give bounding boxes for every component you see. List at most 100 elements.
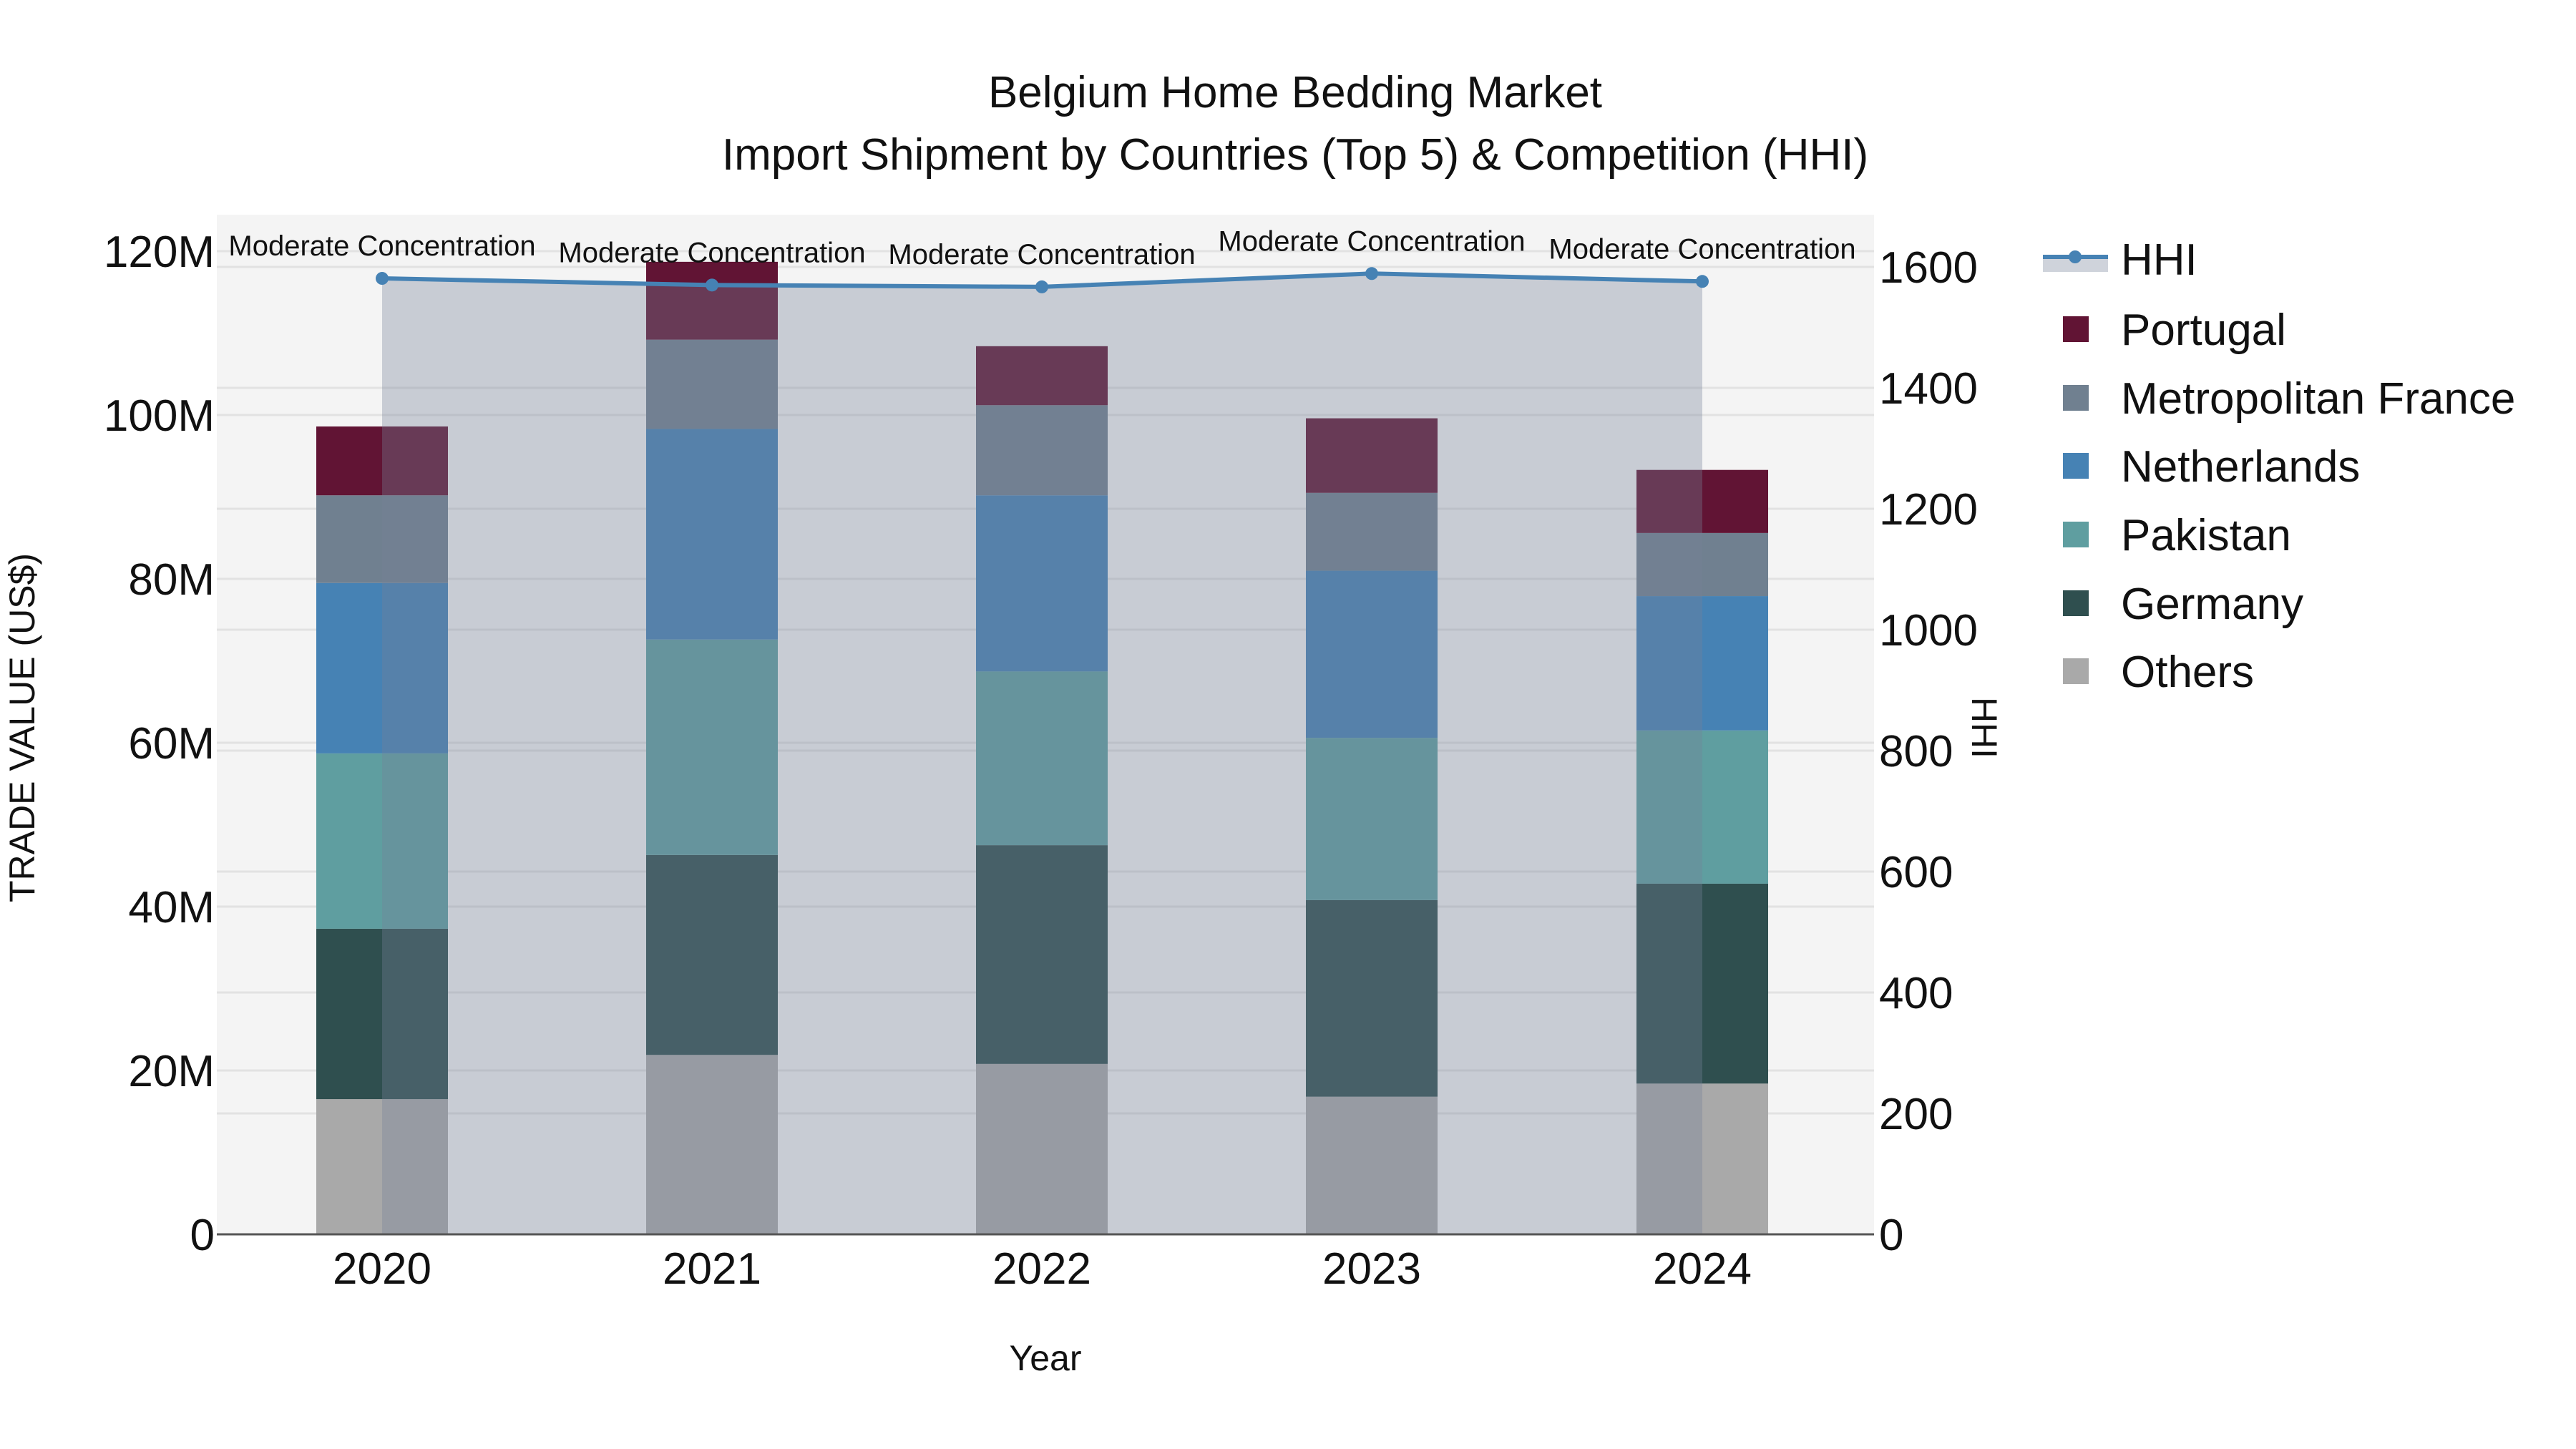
bar-segment-others[interactable]: [316, 1099, 448, 1234]
stacked-bars: [316, 261, 1768, 1234]
legend-label: Germany: [2121, 580, 2303, 629]
y-left-tick-label: 0: [190, 1211, 215, 1260]
bar-segment-metropolitan-france[interactable]: [976, 405, 1108, 496]
hhi-legend-marker-icon: [2069, 250, 2082, 263]
legend-swatch-icon: [2063, 385, 2089, 411]
bar-segment-portugal[interactable]: [1636, 469, 1768, 533]
legend-item-portugal[interactable]: Portugal: [2063, 306, 2286, 355]
legend-label: Netherlands: [2121, 442, 2360, 492]
y-right-tick-label: 1600: [1879, 243, 1978, 293]
hhi-legend-fill-icon: [2043, 258, 2108, 272]
y-right-tick-label: 400: [1879, 969, 1953, 1018]
hhi-annotations: Moderate Concentration Moderate Concentra…: [228, 225, 1855, 270]
hhi-marker-2023[interactable]: [1365, 267, 1378, 280]
chart-title-line1: Belgium Home Bedding Market: [988, 68, 1602, 117]
y-left-tick-label: 80M: [128, 555, 215, 605]
legend-swatch-icon: [2063, 522, 2089, 547]
x-axis-title: Year: [1009, 1338, 1081, 1378]
left-y-axis-ticks: 0 20M 40M 60M 80M 100M 120M: [104, 228, 215, 1260]
legend-label: Pakistan: [2121, 511, 2291, 560]
hhi-marker-2020[interactable]: [376, 272, 389, 286]
bar-segment-pakistan[interactable]: [316, 753, 448, 929]
bar-segment-metropolitan-france[interactable]: [1636, 532, 1768, 597]
y-left-tick-label: 120M: [104, 228, 215, 277]
bar-segment-metropolitan-france[interactable]: [316, 495, 448, 583]
bar-stack-2021[interactable]: [646, 261, 778, 1234]
bar-segment-portugal[interactable]: [646, 261, 778, 340]
bar-segment-netherlands[interactable]: [976, 495, 1108, 672]
chart-title-line2: Import Shipment by Countries (Top 5) & C…: [722, 130, 1868, 180]
bar-stack-2022[interactable]: [976, 346, 1108, 1234]
bar-segment-netherlands[interactable]: [646, 429, 778, 640]
bar-segment-pakistan[interactable]: [1306, 738, 1438, 900]
bar-segment-germany[interactable]: [1636, 883, 1768, 1084]
bar-stack-2024[interactable]: [1636, 469, 1768, 1234]
hhi-annotation: Moderate Concentration: [558, 237, 865, 268]
y-left-tick-label: 40M: [128, 883, 215, 932]
y-left-tick-label: 100M: [104, 391, 215, 441]
legend-label: Portugal: [2121, 306, 2286, 355]
bar-segment-netherlands[interactable]: [1306, 570, 1438, 738]
legend-item-pakistan[interactable]: Pakistan: [2063, 511, 2291, 560]
legend-item-hhi[interactable]: HHI: [2043, 235, 2197, 285]
bar-segment-netherlands[interactable]: [316, 582, 448, 753]
bar-segment-others[interactable]: [976, 1063, 1108, 1234]
legend-item-metropolitan-france[interactable]: Metropolitan France: [2063, 374, 2515, 424]
bar-segment-others[interactable]: [1306, 1096, 1438, 1234]
x-axis-ticks: 2020 2021 2022 2023 2024: [333, 1244, 1752, 1294]
bar-segment-germany[interactable]: [316, 928, 448, 1100]
hhi-marker-2022[interactable]: [1035, 280, 1048, 293]
legend-swatch-icon: [2063, 658, 2089, 684]
bar-segment-portugal[interactable]: [976, 346, 1108, 406]
legend-label: Metropolitan France: [2121, 374, 2515, 424]
bar-stack-2020[interactable]: [316, 426, 448, 1234]
x-tick-label: 2021: [663, 1244, 761, 1294]
legend-swatch-icon: [2063, 590, 2089, 616]
legend-swatch-icon: [2063, 453, 2089, 479]
legend-item-germany[interactable]: Germany: [2063, 580, 2303, 629]
bar-segment-metropolitan-france[interactable]: [1306, 492, 1438, 571]
bar-segment-portugal[interactable]: [316, 426, 448, 496]
legend-item-others[interactable]: Others: [2063, 648, 2254, 697]
y-right-tick-label: 1200: [1879, 485, 1978, 535]
legend: HHI Portugal Metropolitan France Netherland…: [2043, 235, 2515, 697]
legend-label: HHI: [2121, 235, 2197, 285]
hhi-annotation: Moderate Concentration: [888, 239, 1195, 270]
y-left-tick-label: 60M: [128, 719, 215, 769]
bar-segment-germany[interactable]: [976, 845, 1108, 1064]
bar-segment-others[interactable]: [646, 1055, 778, 1234]
hhi-series: [376, 267, 1709, 1234]
y-right-tick-label: 0: [1879, 1211, 1903, 1260]
legend-label: Others: [2121, 648, 2254, 697]
bar-segment-germany[interactable]: [1306, 899, 1438, 1097]
y-axis-right-title: HHI: [1964, 697, 2004, 758]
hhi-area: [382, 273, 1702, 1234]
legend-swatch-icon: [2063, 316, 2089, 342]
hhi-annotation: Moderate Concentration: [228, 230, 535, 262]
bar-segment-pakistan[interactable]: [976, 671, 1108, 846]
bar-segment-portugal[interactable]: [1306, 418, 1438, 493]
hhi-marker-2024[interactable]: [1696, 275, 1709, 288]
x-tick-label: 2020: [333, 1244, 431, 1294]
bar-stack-2023[interactable]: [1306, 418, 1438, 1234]
y-axis-left-title: TRADE VALUE (US$): [2, 553, 42, 902]
bar-segment-germany[interactable]: [646, 854, 778, 1055]
y-right-tick-label: 800: [1879, 727, 1953, 776]
y-left-tick-label: 20M: [128, 1047, 215, 1096]
hhi-annotation: Moderate Concentration: [1218, 225, 1525, 257]
x-tick-label: 2024: [1653, 1244, 1752, 1294]
bar-segment-netherlands[interactable]: [1636, 596, 1768, 731]
hhi-marker-2021[interactable]: [706, 278, 718, 292]
y-right-tick-label: 600: [1879, 848, 1953, 897]
bar-segment-others[interactable]: [1636, 1083, 1768, 1234]
x-tick-label: 2023: [1322, 1244, 1421, 1294]
legend-item-netherlands[interactable]: Netherlands: [2063, 442, 2360, 492]
bar-segment-metropolitan-france[interactable]: [646, 339, 778, 429]
bar-segment-pakistan[interactable]: [1636, 730, 1768, 884]
y-right-tick-label: 1400: [1879, 364, 1978, 414]
x-tick-label: 2022: [992, 1244, 1091, 1294]
y-right-tick-label: 1000: [1879, 606, 1978, 655]
bar-segment-pakistan[interactable]: [646, 639, 778, 855]
y-right-tick-label: 200: [1879, 1090, 1953, 1139]
